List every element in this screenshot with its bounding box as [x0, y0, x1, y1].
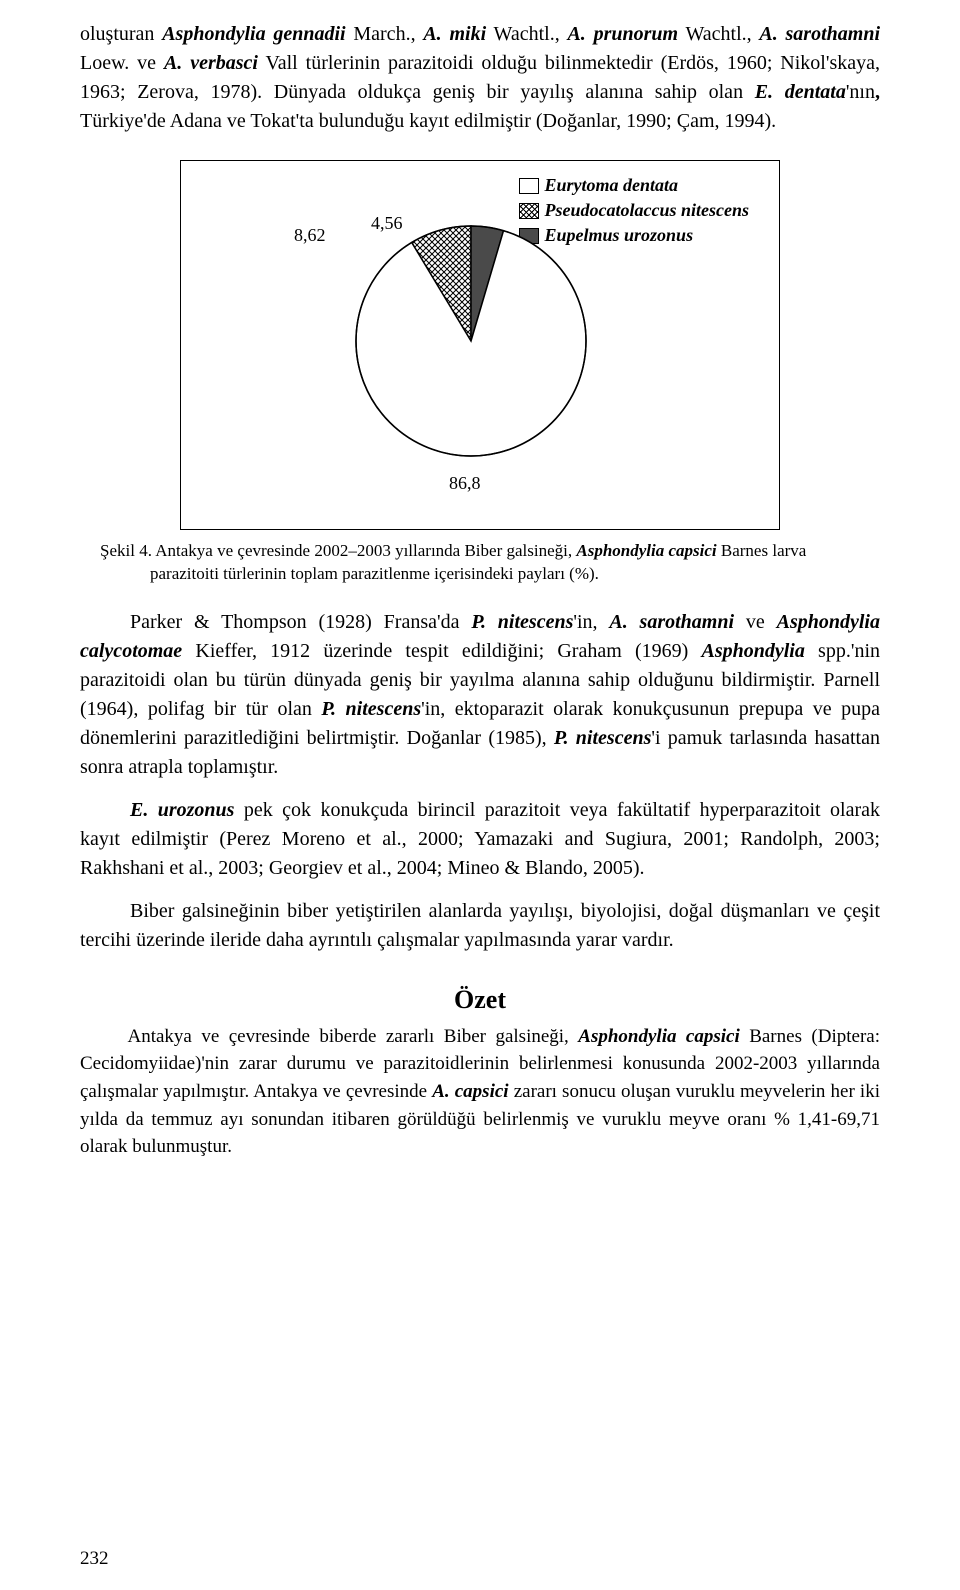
pie-value-label: 4,56 — [371, 213, 403, 234]
legend-swatch-hatch — [519, 203, 539, 219]
pie-svg — [351, 221, 591, 461]
figure-4-pie-chart: Eurytoma dentata Pseudocatolaccus nitesc… — [180, 160, 780, 530]
legend-label: Pseudocatolaccus nitescens — [545, 200, 750, 221]
paragraph-1: oluşturan Asphondylia gennadii March., A… — [80, 20, 880, 136]
legend-swatch-white — [519, 178, 539, 194]
page-number: 232 — [80, 1548, 109, 1570]
summary-paragraph: Antakya ve çevresinde biberde zararlı Bi… — [80, 1023, 880, 1161]
figure-4-caption: Şekil 4. Antakya ve çevresinde 2002–2003… — [100, 540, 860, 586]
pie — [351, 221, 591, 461]
pie-value-label: 86,8 — [449, 473, 481, 494]
paragraph-3: E. urozonus pek çok konukçuda birincil p… — [80, 796, 880, 883]
paragraph-4: Biber galsineğinin biber yetiştirilen al… — [80, 897, 880, 955]
legend-label: Eurytoma dentata — [545, 175, 679, 196]
legend-item: Pseudocatolaccus nitescens — [519, 200, 750, 221]
pie-value-label: 8,62 — [294, 225, 326, 246]
summary-heading: Özet — [80, 985, 880, 1015]
legend-item: Eurytoma dentata — [519, 175, 750, 196]
paragraph-2: Parker & Thompson (1928) Fransa'da P. ni… — [80, 608, 880, 782]
